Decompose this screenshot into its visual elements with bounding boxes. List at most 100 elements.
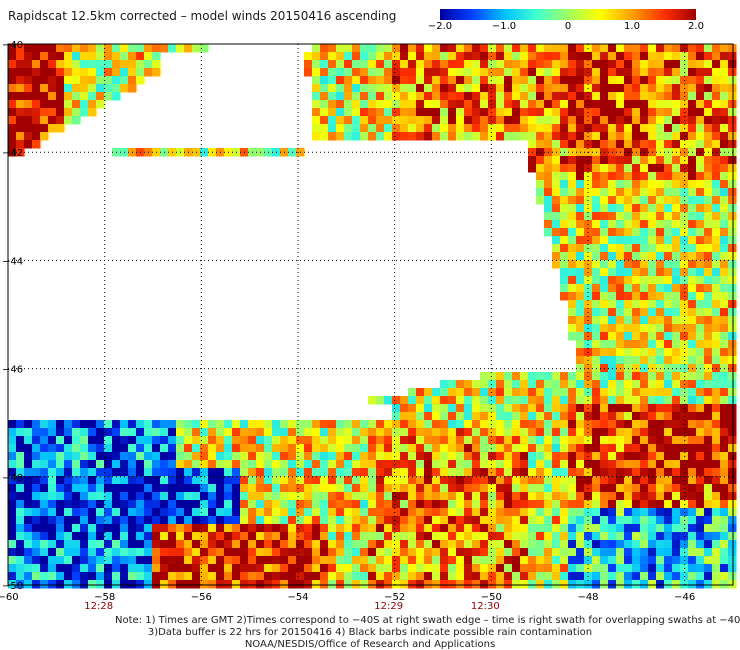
- wind-cell: [688, 500, 697, 509]
- wind-cell: [416, 92, 425, 101]
- wind-cell: [728, 60, 737, 69]
- wind-cell: [496, 508, 505, 517]
- wind-cell: [648, 244, 657, 253]
- wind-cell: [272, 460, 281, 469]
- wind-cell: [64, 532, 73, 541]
- wind-cell: [688, 444, 697, 453]
- wind-cell: [472, 476, 481, 485]
- wind-cell: [720, 268, 729, 277]
- wind-cell: [704, 420, 713, 429]
- wind-cell: [96, 68, 105, 77]
- wind-cell: [528, 556, 537, 565]
- wind-cell: [536, 508, 545, 517]
- wind-cell: [544, 412, 553, 421]
- wind-cell: [464, 468, 473, 477]
- wind-cell: [664, 428, 673, 437]
- wind-cell: [592, 516, 601, 525]
- wind-cell: [40, 68, 49, 77]
- wind-cell: [696, 52, 705, 61]
- wind-cell: [520, 540, 529, 549]
- wind-cell: [496, 484, 505, 493]
- wind-cell: [432, 452, 441, 461]
- wind-cell: [232, 436, 241, 445]
- wind-cell: [504, 452, 513, 461]
- wind-cell: [728, 548, 737, 557]
- wind-cell: [576, 332, 585, 341]
- wind-cell: [496, 460, 505, 469]
- wind-cell: [624, 460, 633, 469]
- wind-cell: [96, 516, 105, 525]
- wind-cell: [704, 324, 713, 333]
- wind-cell: [648, 532, 657, 541]
- wind-cell: [280, 548, 289, 557]
- wind-cell: [400, 412, 409, 421]
- wind-cell: [344, 68, 353, 77]
- wind-cell: [712, 556, 721, 565]
- wind-cell: [432, 100, 441, 109]
- wind-cell: [16, 564, 25, 573]
- wind-cell: [560, 164, 569, 173]
- wind-cell: [360, 580, 369, 589]
- wind-cell: [16, 140, 25, 149]
- wind-cell: [528, 500, 537, 509]
- wind-cell: [616, 212, 625, 221]
- wind-cell: [544, 116, 553, 125]
- wind-cell: [672, 276, 681, 285]
- wind-cell: [16, 52, 25, 61]
- wind-cell: [712, 516, 721, 525]
- wind-cell: [208, 532, 217, 541]
- wind-cell: [688, 292, 697, 301]
- wind-cell: [624, 436, 633, 445]
- wind-cell: [608, 436, 617, 445]
- wind-cell: [688, 116, 697, 125]
- wind-cell: [504, 476, 513, 485]
- wind-cell: [712, 492, 721, 501]
- wind-cell: [600, 332, 609, 341]
- wind-cell: [56, 84, 65, 93]
- wind-cell: [248, 516, 257, 525]
- wind-cell: [656, 244, 665, 253]
- wind-cell: [384, 100, 393, 109]
- wind-cell: [672, 372, 681, 381]
- wind-cell: [696, 404, 705, 413]
- wind-cell: [176, 548, 185, 557]
- wind-cell: [272, 436, 281, 445]
- wind-cell: [336, 132, 345, 141]
- wind-cell: [488, 580, 497, 589]
- wind-cell: [672, 116, 681, 125]
- wind-cell: [624, 540, 633, 549]
- wind-cell: [360, 428, 369, 437]
- wind-cell: [488, 372, 497, 381]
- wind-cell: [80, 44, 89, 53]
- wind-cell: [448, 132, 457, 141]
- wind-cell: [704, 164, 713, 173]
- wind-cell: [712, 116, 721, 125]
- wind-cell: [520, 388, 529, 397]
- wind-cell: [672, 548, 681, 557]
- wind-cell: [600, 276, 609, 285]
- wind-cell: [616, 580, 625, 589]
- wind-cell: [504, 484, 513, 493]
- wind-cell: [80, 564, 89, 573]
- wind-cell: [256, 468, 265, 477]
- wind-cell: [624, 164, 633, 173]
- wind-cell: [64, 420, 73, 429]
- wind-cell: [424, 52, 433, 61]
- wind-cell: [112, 524, 121, 533]
- wind-cell: [656, 52, 665, 61]
- wind-cell: [312, 564, 321, 573]
- wind-cell: [568, 452, 577, 461]
- wind-cell: [296, 436, 305, 445]
- wind-cell: [592, 156, 601, 165]
- wind-cell: [592, 412, 601, 421]
- wind-cell: [528, 60, 537, 69]
- wind-cell: [64, 460, 73, 469]
- wind-cell: [720, 236, 729, 245]
- wind-cell: [296, 484, 305, 493]
- wind-cell: [568, 92, 577, 101]
- wind-cell: [600, 420, 609, 429]
- wind-cell: [224, 540, 233, 549]
- wind-cell: [600, 268, 609, 277]
- wind-cell: [456, 556, 465, 565]
- wind-cell: [488, 92, 497, 101]
